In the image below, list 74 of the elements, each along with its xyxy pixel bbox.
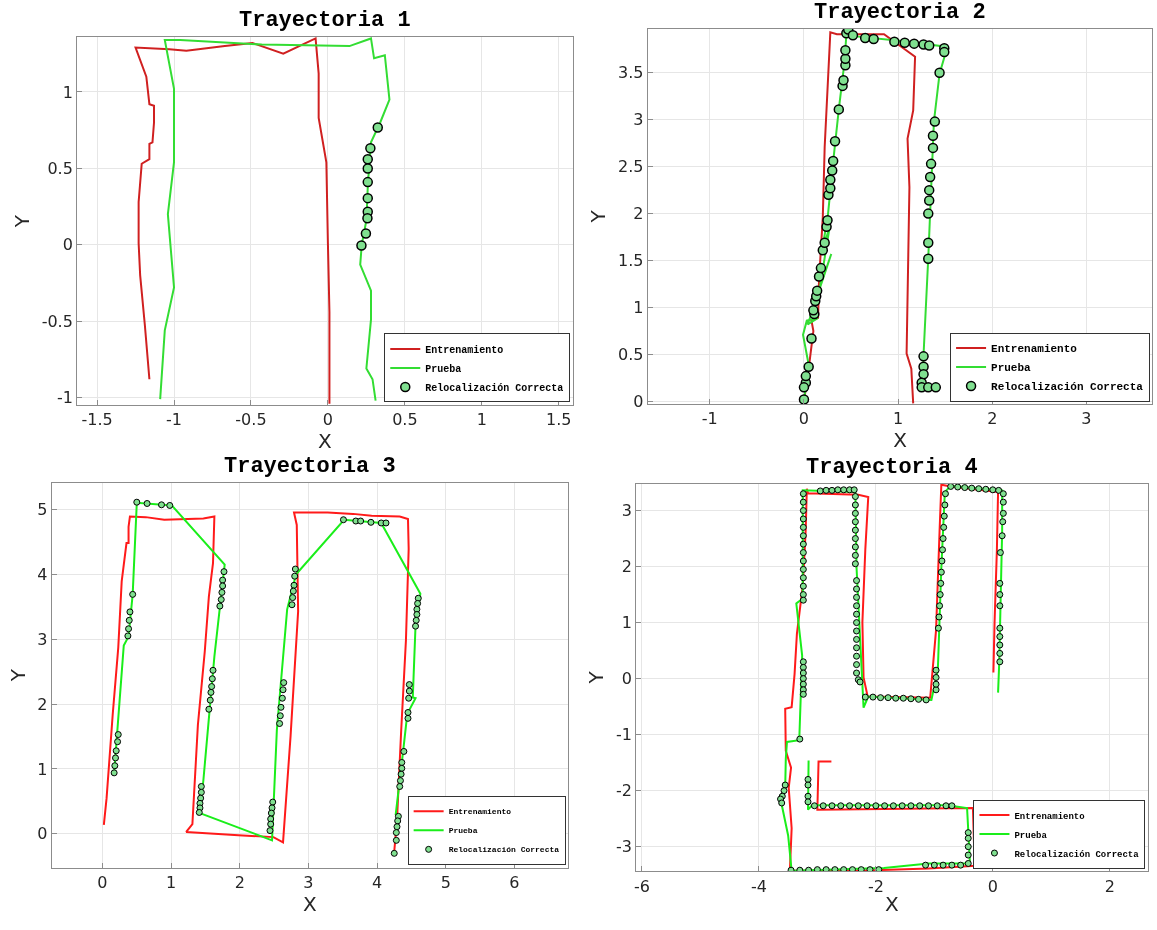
x-tick-label: 1 <box>476 410 487 430</box>
x-tick-label: 1 <box>166 872 177 892</box>
y-tick-label: 2 <box>633 204 644 224</box>
x-axis-title: X <box>885 892 900 917</box>
x-tick-label: 1.5 <box>546 410 572 430</box>
x-tick-label: 3 <box>1081 409 1092 429</box>
y-tick-label: 3 <box>621 501 632 521</box>
y-tick-label: 1 <box>621 613 632 633</box>
legend-label: Entrenamiento <box>1014 811 1085 822</box>
legend-label: Prueba <box>425 363 462 375</box>
x-tick-label: 0 <box>987 876 998 896</box>
y-axis-title: Y <box>586 209 611 224</box>
chart-title: Trayectoria 3 <box>224 454 396 479</box>
x-tick-label: 3 <box>303 872 314 892</box>
y-tick-label: 2 <box>37 694 48 714</box>
y-axis-title: Y <box>10 214 35 229</box>
y-tick-label: 5 <box>37 499 48 519</box>
y-tick-label: 3 <box>37 629 48 649</box>
x-tick-label: 2 <box>1104 876 1115 896</box>
x-tick-label: 0 <box>322 410 333 430</box>
y-tick-label: 1.5 <box>617 251 644 271</box>
y-tick-label: 3 <box>633 110 644 130</box>
y-tick-label: 1 <box>37 759 48 779</box>
y-tick-label: 4 <box>37 564 48 584</box>
y-tick-label: 2.5 <box>617 157 644 177</box>
chart-title: Trayectoria 4 <box>806 455 978 480</box>
legend-label: Relocalización Correcta <box>425 382 564 394</box>
x-tick-label: -1 <box>701 409 718 429</box>
y-axis-title: Y <box>5 668 30 683</box>
y-tick-label: -2 <box>615 781 632 801</box>
x-tick-label: -6 <box>633 876 650 896</box>
x-tick-label: -1 <box>166 410 182 430</box>
y-tick-label: -1 <box>615 725 632 745</box>
y-tick-label: -1 <box>56 388 73 408</box>
x-tick-label: 6 <box>509 872 520 892</box>
y-tick-label: 3.5 <box>617 63 644 83</box>
y-tick-label: 0 <box>633 392 644 412</box>
y-tick-label: -3 <box>615 837 632 857</box>
x-tick-label: -1.5 <box>81 410 113 430</box>
x-tick-label: 0 <box>798 409 810 429</box>
y-tick-label: 0 <box>37 824 48 844</box>
x-tick-label: -2 <box>867 876 884 896</box>
x-tick-label: 0.5 <box>392 410 418 430</box>
y-tick-label: 1 <box>62 82 73 102</box>
y-tick-label: 0.5 <box>47 158 73 178</box>
x-tick-label: 5 <box>440 872 451 892</box>
legend-label: Prueba <box>1014 830 1048 841</box>
y-axis-title: Y <box>584 670 609 685</box>
legend-label: Relocalización Correcta <box>1014 849 1140 860</box>
x-axis-title: X <box>317 429 332 454</box>
x-tick-label: 2 <box>234 872 245 892</box>
x-tick-label: -4 <box>750 876 767 896</box>
x-tick-label: 1 <box>893 409 904 429</box>
legend-label: Prueba <box>991 362 1032 375</box>
x-axis-title: X <box>302 891 317 916</box>
y-tick-label: 1 <box>633 298 644 318</box>
legend-label: Relocalización Correcta <box>991 381 1144 394</box>
y-tick-label: 0.5 <box>617 345 644 365</box>
legend-label: Prueba <box>448 826 478 836</box>
x-axis-title: X <box>893 428 908 453</box>
x-tick-label: -0.5 <box>235 410 267 430</box>
legend-label: Relocalización Correcta <box>448 845 560 855</box>
y-tick-label: 0 <box>62 235 73 255</box>
y-tick-label: 2 <box>621 557 632 577</box>
chart-title: Trayectoria 2 <box>814 0 986 25</box>
legend-label: Entrenamiento <box>425 344 504 356</box>
x-tick-label: 4 <box>371 872 383 892</box>
x-tick-label: 2 <box>987 409 998 429</box>
y-tick-label: 0 <box>621 669 632 689</box>
x-tick-label: 0 <box>97 872 108 892</box>
chart-title: Trayectoria 1 <box>239 8 411 33</box>
legend-label: Entrenamiento <box>448 807 512 817</box>
legend-label: Entrenamiento <box>991 343 1078 356</box>
y-tick-label: -0.5 <box>41 311 73 331</box>
